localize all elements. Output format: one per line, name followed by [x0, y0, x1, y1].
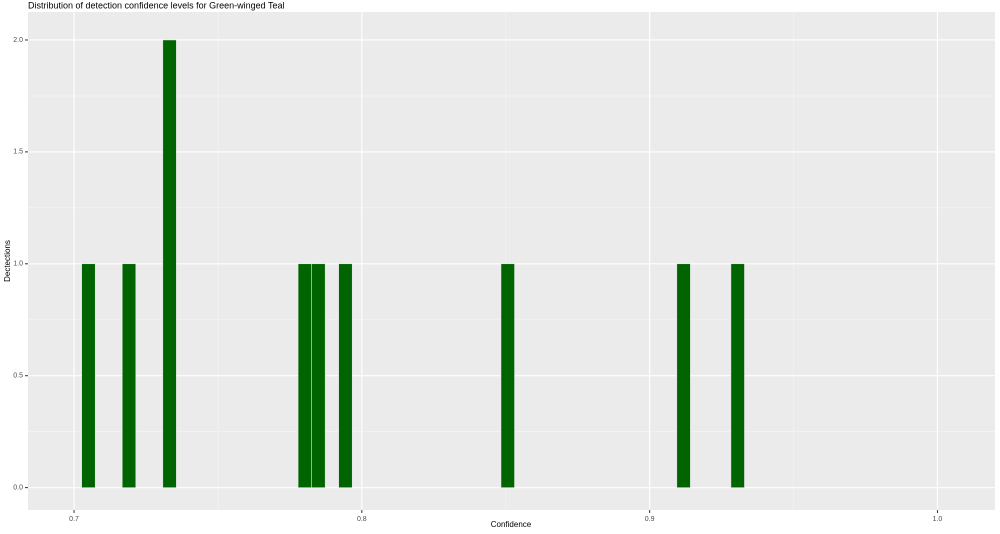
- y-tick-label: 2.0: [13, 37, 23, 44]
- bar: [500, 263, 515, 488]
- bar: [81, 263, 96, 488]
- y-tick-label: 0.0: [13, 484, 23, 491]
- y-axis-label: Dectections: [3, 240, 12, 282]
- y-tick-label: 1.5: [13, 149, 23, 156]
- bar: [297, 263, 312, 488]
- x-tick-label: 0.8: [357, 516, 367, 523]
- x-tick-label: 0.7: [69, 516, 79, 523]
- x-axis-label: Confidence: [491, 520, 532, 529]
- x-tick-label: 1.0: [933, 516, 943, 523]
- y-tick-label: 1.0: [13, 261, 23, 268]
- x-tick-label: 0.9: [645, 516, 655, 523]
- bar: [162, 39, 177, 488]
- bar: [311, 263, 326, 488]
- bar: [730, 263, 745, 488]
- bar: [676, 263, 691, 488]
- bar: [122, 263, 137, 488]
- bar: [338, 263, 353, 488]
- chart-title: Distribution of detection confidence lev…: [28, 0, 284, 10]
- y-tick-label: 0.5: [13, 373, 23, 380]
